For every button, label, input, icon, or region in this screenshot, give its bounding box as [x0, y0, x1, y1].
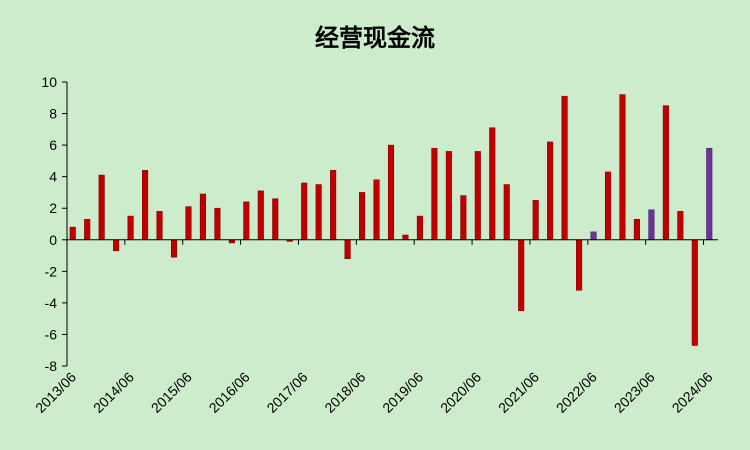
bar	[576, 239, 583, 291]
bar	[416, 215, 423, 241]
bar	[243, 201, 250, 241]
bar	[547, 141, 554, 241]
bar	[185, 206, 192, 241]
bar	[301, 182, 308, 241]
bars	[69, 94, 713, 346]
bar	[344, 239, 351, 260]
x-tick-label: 2021/06	[495, 369, 542, 416]
bar	[518, 239, 525, 312]
bar	[84, 218, 91, 241]
bar	[214, 207, 221, 241]
bar	[691, 239, 698, 346]
bar	[489, 127, 496, 241]
bar	[604, 171, 612, 241]
bar-highlight	[648, 209, 655, 241]
y-tick-label: 2	[49, 200, 57, 216]
y-tick-label: 4	[49, 169, 57, 185]
bar	[561, 95, 568, 241]
x-tick-label: 2023/06	[611, 369, 658, 416]
bar	[170, 239, 178, 258]
bar	[619, 94, 626, 241]
y-tick-label: -6	[45, 326, 58, 342]
y-axis: 10 8 6 4 2 0 -2 -4 -6 -8	[41, 74, 68, 374]
bar	[474, 151, 481, 241]
bar-highlight	[590, 231, 597, 241]
y-tick-label: -2	[45, 263, 58, 279]
y-tick-label: -4	[45, 295, 58, 311]
x-tick-label: 2013/06	[32, 369, 79, 416]
x-tick-label: 2018/06	[321, 369, 368, 416]
bar	[532, 200, 539, 241]
x-tick-label: 2014/06	[90, 369, 137, 416]
bar	[98, 174, 105, 241]
bar	[330, 170, 337, 241]
bar	[113, 239, 120, 252]
y-tick-label: 6	[49, 137, 57, 153]
x-tick-label: 2016/06	[206, 369, 253, 416]
bar	[257, 190, 264, 241]
bar	[460, 195, 467, 241]
bar	[315, 184, 322, 241]
y-tick-label: 8	[49, 106, 57, 122]
bar	[359, 192, 366, 241]
bar	[633, 218, 640, 241]
bar	[387, 144, 395, 241]
y-tick-label: 10	[41, 74, 57, 90]
x-tick-label: 2015/06	[148, 369, 195, 416]
bar	[373, 179, 380, 241]
bar	[662, 105, 669, 241]
bar	[431, 147, 438, 241]
x-axis: 2013/06 2014/06 2015/06 2016/06 2017/06 2018/…	[32, 239, 718, 416]
x-tick-label: 2017/06	[263, 369, 310, 416]
bar	[272, 198, 279, 241]
x-tick-label: 2020/06	[437, 369, 484, 416]
x-tick-label: 2019/06	[379, 369, 426, 416]
bar	[142, 170, 149, 241]
x-tick-label: 2024/06	[669, 369, 716, 416]
x-tick-label: 2022/06	[553, 369, 600, 416]
bar	[503, 184, 510, 241]
bar	[127, 215, 134, 241]
bar	[156, 211, 163, 241]
bar-highlight	[706, 147, 713, 241]
bar	[677, 211, 684, 241]
bar	[402, 234, 409, 241]
bar	[69, 226, 76, 241]
bar	[445, 151, 452, 241]
bar	[199, 193, 206, 241]
y-tick-label: -8	[45, 358, 58, 374]
y-tick-label: 0	[49, 232, 57, 248]
chart-title: 经营现金流	[315, 24, 435, 52]
